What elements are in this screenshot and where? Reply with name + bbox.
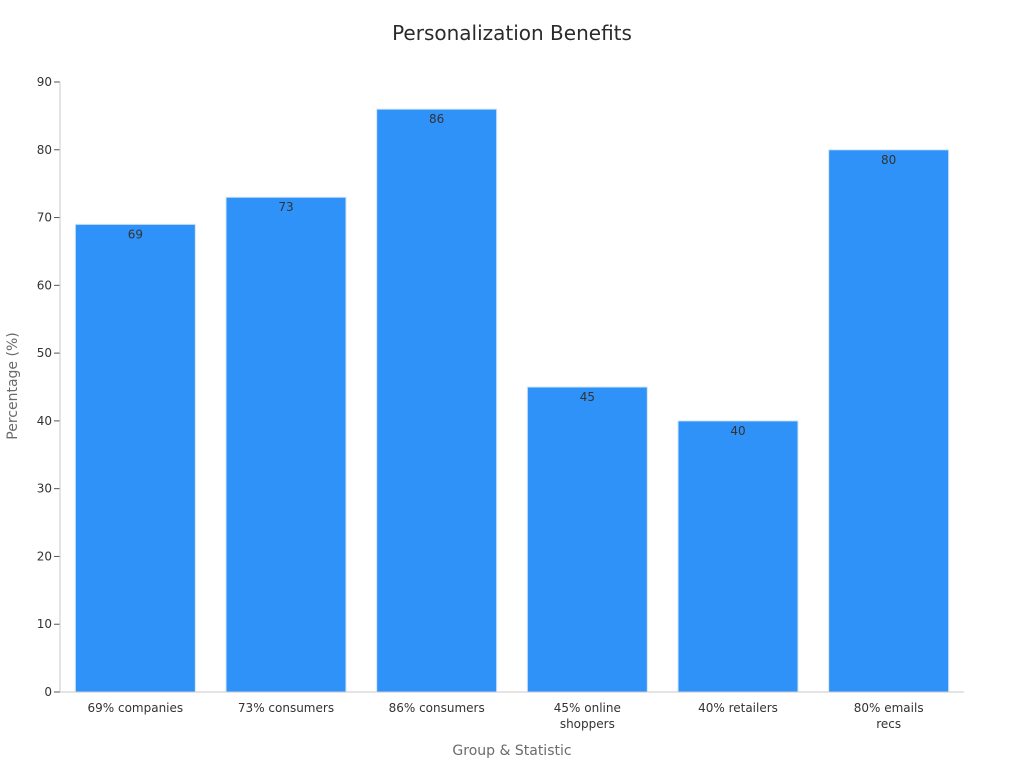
bar xyxy=(526,386,648,693)
y-tick-label: 30 xyxy=(37,482,52,496)
y-tick-label: 50 xyxy=(37,346,52,360)
bar-value-label: 69 xyxy=(128,227,143,241)
y-tick-label: 70 xyxy=(37,211,52,225)
bar xyxy=(376,108,498,693)
x-axis-ticks: 69% companies 73% consumers 86% consumers 4… xyxy=(87,701,923,731)
y-axis-label: Percentage (%) xyxy=(5,332,21,439)
y-axis-ticks: 0 10 20 30 40 50 60 70 80 90 xyxy=(37,75,60,699)
x-tick-label: 69% companies xyxy=(87,701,183,715)
y-tick-label: 90 xyxy=(37,75,52,89)
x-tick-label: 73% consumers xyxy=(238,701,334,715)
x-tick-label: 40% retailers xyxy=(698,701,778,715)
x-tick-label: 86% consumers xyxy=(389,701,485,715)
y-tick-label: 10 xyxy=(37,617,52,631)
y-tick-label: 20 xyxy=(37,549,52,563)
bar-value-label: 40 xyxy=(730,424,745,438)
bar-value-label: 73 xyxy=(278,200,293,214)
x-axis-label: Group & Statistic xyxy=(452,743,571,759)
y-tick-label: 40 xyxy=(37,414,52,428)
chart-title: Personalization Benefits xyxy=(392,21,632,45)
bar xyxy=(225,196,347,693)
x-tick-label: 80% emails recs xyxy=(854,701,924,731)
bar xyxy=(74,223,196,693)
bar xyxy=(828,149,950,693)
y-tick-label: 60 xyxy=(37,278,52,292)
bar-labels-group: 69 73 86 45 40 80 xyxy=(128,112,897,438)
bar-value-label: 86 xyxy=(429,112,444,126)
y-tick-label: 80 xyxy=(37,143,52,157)
bars-group xyxy=(74,108,950,693)
x-tick-label: 45% online shoppers xyxy=(554,701,621,731)
y-tick-label: 0 xyxy=(44,685,52,699)
bar xyxy=(677,420,799,693)
bar-value-label: 45 xyxy=(580,390,595,404)
bar-value-label: 80 xyxy=(881,153,896,167)
